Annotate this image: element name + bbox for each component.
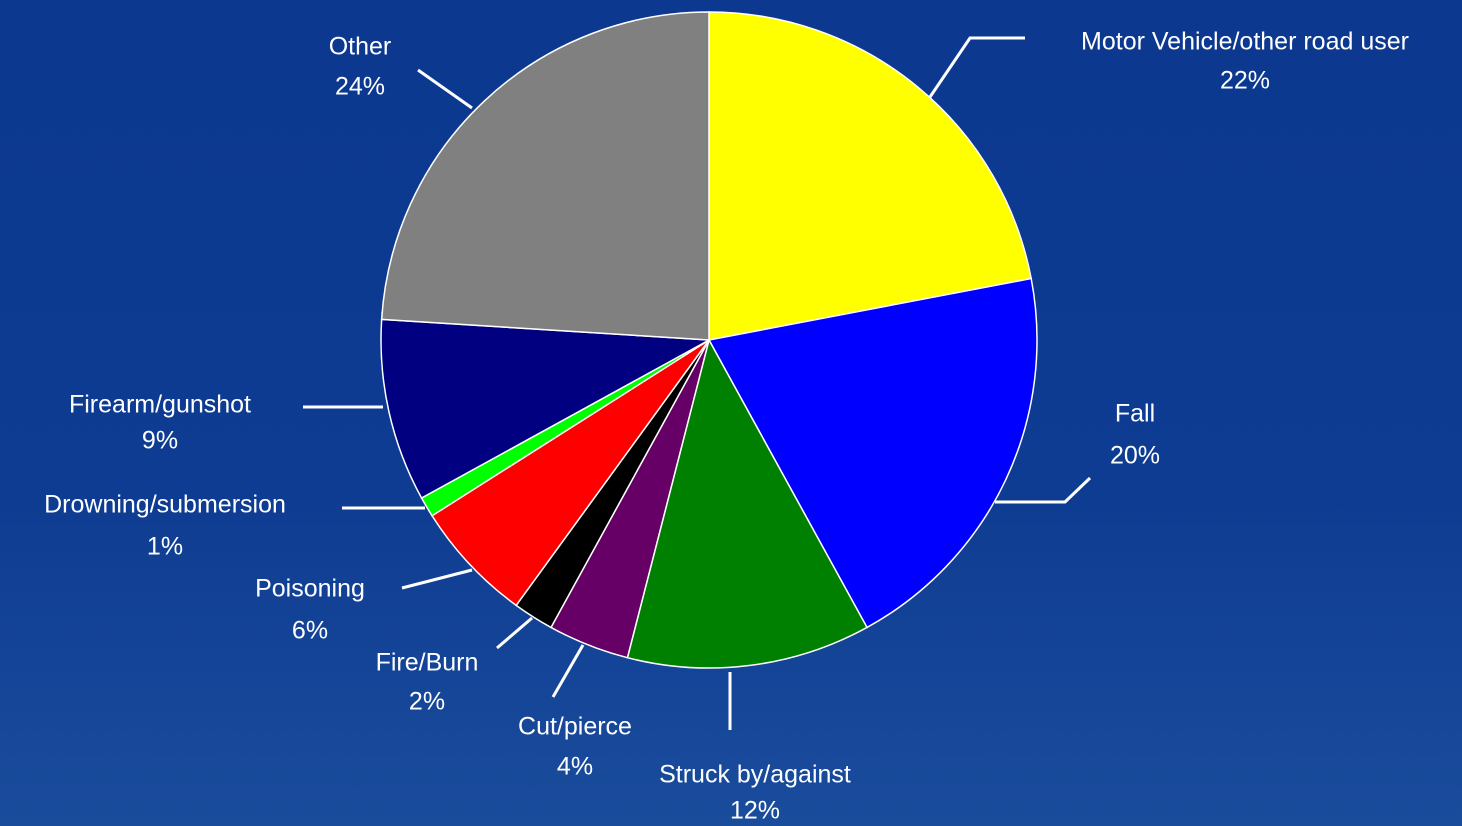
pie-slice xyxy=(707,277,1038,629)
value-label: 20% xyxy=(1110,442,1160,470)
pie-slice xyxy=(380,11,710,341)
category-label: Fire/Burn xyxy=(376,649,479,677)
value-label: 12% xyxy=(730,797,780,825)
pie-slice xyxy=(380,318,712,500)
category-label: Firearm/gunshot xyxy=(69,391,251,419)
leader-line xyxy=(496,616,533,650)
category-label: Struck by/against xyxy=(659,761,851,789)
category-label: Other xyxy=(329,33,392,61)
pie-slice xyxy=(708,11,1033,341)
pie-slice xyxy=(431,339,710,607)
value-label: 1% xyxy=(147,533,183,561)
leader-line xyxy=(401,568,473,590)
category-label: Drowning/submersion xyxy=(44,491,286,519)
value-label: 2% xyxy=(409,688,445,716)
value-label: 22% xyxy=(1220,67,1270,95)
pie-slice xyxy=(626,337,869,669)
category-label: Cut/pierce xyxy=(518,713,632,741)
category-label: Poisoning xyxy=(255,575,365,603)
value-label: 9% xyxy=(142,427,178,455)
leader-line xyxy=(551,644,585,698)
leader-line xyxy=(417,68,473,110)
leader-line xyxy=(995,476,1092,504)
value-label: 4% xyxy=(557,753,593,781)
category-label: Fall xyxy=(1115,400,1155,428)
leader-line xyxy=(928,36,1025,98)
value-label: 6% xyxy=(292,617,328,645)
value-label: 24% xyxy=(335,73,385,101)
category-label: Motor Vehicle/other road user xyxy=(1081,28,1409,56)
